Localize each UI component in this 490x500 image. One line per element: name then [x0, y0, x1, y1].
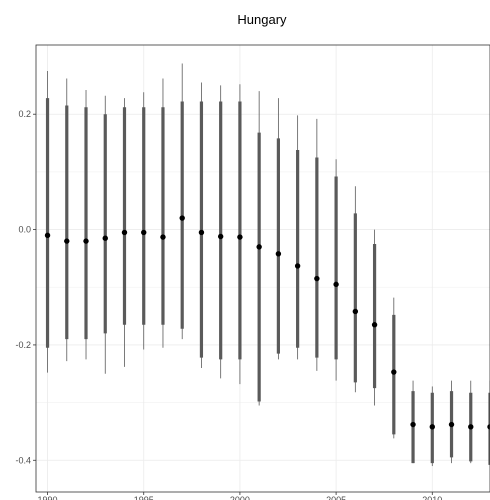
- estimate-point: [83, 238, 89, 244]
- panel-border: [35, 44, 490, 493]
- estimate-point: [371, 322, 378, 328]
- estimate-point: [410, 421, 416, 428]
- estimate-point: [468, 424, 474, 430]
- estimate-point: [237, 234, 243, 240]
- estimate-point: [256, 244, 262, 250]
- ci90-layer: [45, 98, 490, 465]
- estimate-point: [44, 232, 51, 239]
- estimate-point: [487, 424, 490, 430]
- x-tick-label: 2000: [230, 495, 250, 500]
- estimate-point: [275, 251, 282, 257]
- x-tick-label: 2010: [422, 495, 442, 500]
- estimate-point: [448, 421, 455, 428]
- estimate-point: [217, 233, 224, 240]
- estimate-point: [333, 281, 339, 288]
- y-tick-label: -0.4: [15, 455, 31, 465]
- estimate-point: [141, 229, 147, 236]
- estimate-point: [102, 235, 108, 241]
- estimate-point: [198, 229, 205, 236]
- estimate-point: [429, 424, 435, 430]
- y-tick-label: 0.2: [18, 109, 31, 119]
- ci95-layer: [47, 63, 490, 467]
- estimate-point: [352, 308, 359, 315]
- estimate-point: [64, 238, 70, 244]
- chart-title: Hungary: [237, 12, 287, 27]
- estimate-point: [121, 229, 128, 236]
- x-tick-label: 2005: [326, 495, 346, 500]
- estimate-point: [391, 369, 397, 375]
- estimate-point: [179, 215, 185, 221]
- axis-layer: -0.4 -0.2 0.0 0.2 1990 1995 2000 2005 2010: [15, 109, 442, 500]
- x-tick-label: 1990: [38, 495, 58, 500]
- estimate-point: [294, 263, 301, 269]
- estimate-point: [314, 275, 320, 282]
- estimate-point: [160, 234, 166, 240]
- y-tick-label: -0.2: [15, 340, 31, 350]
- x-tick-label: 1995: [134, 495, 154, 500]
- y-tick-label: 0.0: [18, 225, 31, 235]
- point-layer: [44, 215, 490, 430]
